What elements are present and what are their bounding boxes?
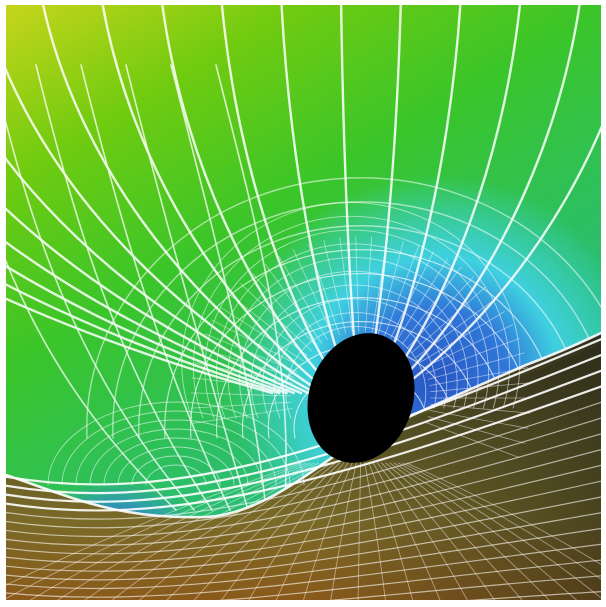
gravity-well-image — [6, 5, 601, 600]
